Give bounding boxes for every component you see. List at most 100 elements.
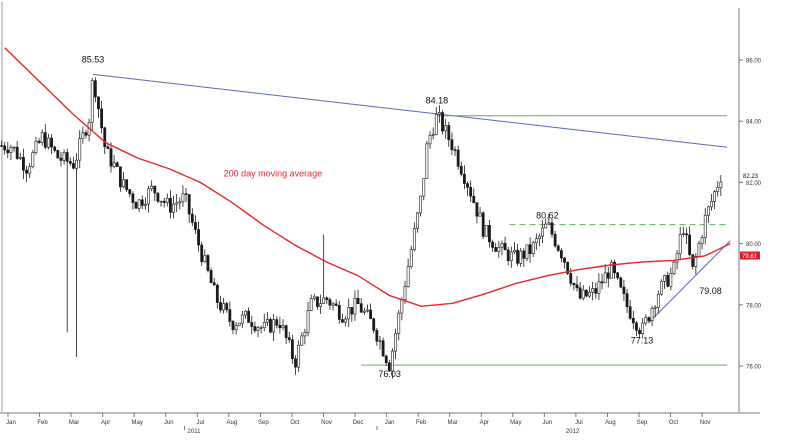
candle-body xyxy=(341,319,344,323)
x-tick-label: Oct xyxy=(669,420,679,426)
y-tick-label: 84.00 xyxy=(746,120,762,126)
candle-body xyxy=(356,297,360,304)
candle-body xyxy=(391,350,394,372)
candle-body xyxy=(437,112,441,115)
candle-body xyxy=(219,302,222,311)
candle-body xyxy=(328,299,332,306)
candle-body xyxy=(594,288,598,294)
candle-body xyxy=(616,272,620,279)
candle-body xyxy=(622,286,626,294)
candle-body xyxy=(406,266,410,287)
candle-body xyxy=(90,80,94,123)
candle-body xyxy=(503,242,507,251)
candle-body xyxy=(534,238,538,244)
candle-body xyxy=(59,157,63,161)
price-annotation: 85.53 xyxy=(82,54,105,64)
candle-body xyxy=(422,178,426,197)
x-tick-label: Jun xyxy=(164,420,174,426)
candle-body xyxy=(397,312,401,334)
candle-body xyxy=(262,321,266,328)
candle-body xyxy=(359,303,363,313)
candle-body xyxy=(284,325,288,338)
x-tick-label: Sep xyxy=(258,420,269,426)
candle-body xyxy=(644,317,648,324)
candle-body xyxy=(100,108,104,129)
candle-body xyxy=(175,202,179,205)
candle-body xyxy=(369,309,372,320)
candle-body xyxy=(93,80,97,98)
candle-body xyxy=(453,149,457,151)
candle-body xyxy=(638,330,641,334)
candle-body xyxy=(200,244,204,262)
y-tick-label: 78.00 xyxy=(746,303,762,309)
candle-body xyxy=(694,256,698,267)
candle-body xyxy=(56,150,60,159)
y-tick-label: 82.00 xyxy=(746,181,762,187)
candle-body xyxy=(581,289,585,299)
candle-body xyxy=(84,132,88,136)
candle-body xyxy=(447,125,451,140)
candle-body xyxy=(528,244,532,255)
candle-body xyxy=(103,127,107,148)
candle-body xyxy=(290,339,294,360)
candle-body xyxy=(641,322,645,334)
candle-body xyxy=(681,233,685,235)
candle-body xyxy=(628,306,632,319)
candle-body xyxy=(43,132,47,148)
candle-body xyxy=(425,143,429,179)
x-tick-label: Feb xyxy=(416,420,427,426)
candle-body xyxy=(444,125,448,132)
candle-body xyxy=(531,242,535,255)
candle-body xyxy=(250,322,254,327)
candle-body xyxy=(306,310,310,333)
candle-body xyxy=(256,327,260,331)
candle-body xyxy=(416,212,419,229)
candle-body xyxy=(513,249,516,253)
candle-body xyxy=(656,293,660,308)
candle-body xyxy=(344,318,347,323)
x-tick-label: Jan xyxy=(6,420,16,426)
candle-body xyxy=(272,319,276,333)
candle-body xyxy=(147,188,150,205)
candle-body xyxy=(68,161,72,164)
candle-body xyxy=(381,340,385,357)
candle-body xyxy=(134,202,138,209)
candle-body xyxy=(428,135,432,145)
candle-body xyxy=(172,203,175,213)
candle-body xyxy=(603,272,607,284)
candle-body xyxy=(463,173,466,184)
x-tick-label: Nov xyxy=(321,420,332,426)
price-annotation: 79.08 xyxy=(699,286,722,296)
candle-body xyxy=(34,140,38,153)
x-tick-label: Mar xyxy=(448,420,458,426)
x-tick-label: Mar xyxy=(69,420,79,426)
candle-body xyxy=(572,283,576,286)
candle-body xyxy=(635,322,638,331)
candle-body xyxy=(387,362,391,372)
year-label: 2011 xyxy=(188,429,202,435)
candle-body xyxy=(409,249,413,267)
candle-body xyxy=(225,303,229,310)
candle-body xyxy=(184,193,188,195)
candle-body xyxy=(563,257,566,263)
candle-body xyxy=(672,261,676,274)
y-tick-label: 80.00 xyxy=(746,242,762,248)
candle-body xyxy=(538,235,541,239)
trendline xyxy=(647,240,731,324)
candle-body xyxy=(300,335,304,346)
candle-body xyxy=(22,156,25,171)
y-tick-label: 76.00 xyxy=(746,365,762,371)
candle-body xyxy=(431,134,435,136)
year-label: 2012 xyxy=(566,429,580,435)
candle-body xyxy=(394,333,398,352)
candle-body xyxy=(675,253,679,263)
candle-body xyxy=(678,234,682,255)
candle-body xyxy=(75,159,78,169)
candle-body xyxy=(412,228,416,250)
candle-body xyxy=(209,270,213,284)
candle-body xyxy=(9,146,13,154)
candle-body xyxy=(190,213,194,223)
x-tick-label: Jan xyxy=(385,420,395,426)
candle-body xyxy=(703,214,707,238)
x-tick-label: Jun xyxy=(543,420,553,426)
